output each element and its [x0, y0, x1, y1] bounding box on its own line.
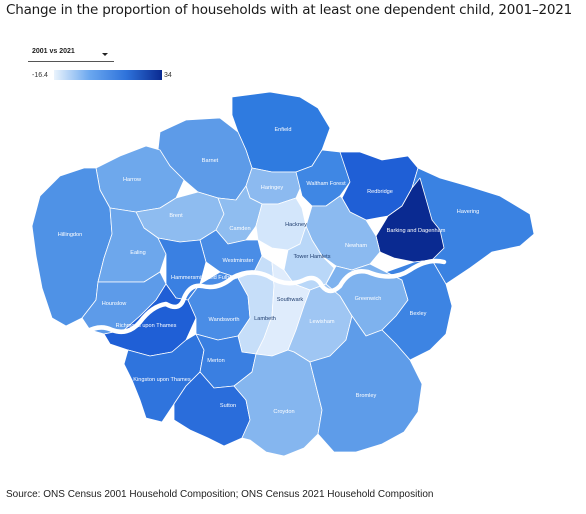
borough-label-southwark: Southwark [277, 297, 304, 303]
borough-label-hackney: Hackney [285, 222, 307, 228]
borough-label-lambeth: Lambeth [254, 316, 276, 322]
borough-label-merton: Merton [207, 358, 224, 364]
borough-label-waltham-forest: Waltham Forest [306, 181, 346, 187]
legend-gradient-bar [54, 70, 162, 80]
borough-label-kingston-upon-thames: Kingston upon Thames [133, 377, 191, 383]
borough-label-westminster: Westminster [223, 258, 254, 264]
borough-label-camden: Camden [229, 226, 250, 232]
chevron-down-icon [102, 53, 108, 56]
borough-label-hounslow: Hounslow [102, 301, 128, 307]
borough-label-sutton: Sutton [220, 403, 236, 409]
comparison-select-value: 2001 vs 2021 [32, 48, 75, 55]
borough-label-hammersmith-and-fulham: Hammersmith and Fulham [171, 275, 237, 281]
borough-label-wandsworth: Wandsworth [209, 317, 240, 323]
borough-label-newham: Newham [345, 243, 367, 249]
borough-bromley[interactable] [309, 315, 423, 453]
comparison-select[interactable]: 2001 vs 2021 [28, 43, 114, 62]
borough-label-harrow: Harrow [123, 177, 142, 183]
legend-max-label: 34 [164, 72, 172, 79]
borough-bexley[interactable] [381, 259, 453, 361]
borough-label-lewisham: Lewisham [309, 319, 335, 325]
color-legend: -16.4 34 [28, 68, 172, 82]
borough-label-haringey: Haringey [261, 185, 284, 191]
borough-croydon[interactable] [233, 349, 323, 457]
borough-label-richmond-upon-thames: Richmond upon Thames [116, 323, 177, 329]
borough-label-hillingdon: Hillingdon [58, 232, 83, 238]
borough-label-redbridge: Redbridge [367, 189, 393, 195]
river-thames [83, 258, 447, 335]
source-note: Source: ONS Census 2001 Household Compos… [6, 489, 434, 500]
legend-min-label: -16.4 [32, 72, 48, 79]
borough-label-brent: Brent [169, 213, 183, 219]
borough-label-bromley: Bromley [356, 393, 377, 399]
borough-label-greenwich: Greenwich [355, 296, 382, 302]
borough-label-bexley: Bexley [410, 311, 427, 317]
borough-label-barking-and-dagenham: Barking and Dagenham [387, 228, 446, 234]
borough-label-croydon: Croydon [273, 409, 294, 415]
borough-label-enfield: Enfield [274, 127, 291, 133]
borough-label-havering: Havering [457, 209, 479, 215]
borough-label-ealing: Ealing [130, 250, 146, 256]
borough-label-tower-hamlets: Tower Hamlets [294, 254, 331, 260]
borough-label-barnet: Barnet [202, 158, 219, 164]
chart-title: Change in the proportion of households w… [6, 2, 573, 18]
